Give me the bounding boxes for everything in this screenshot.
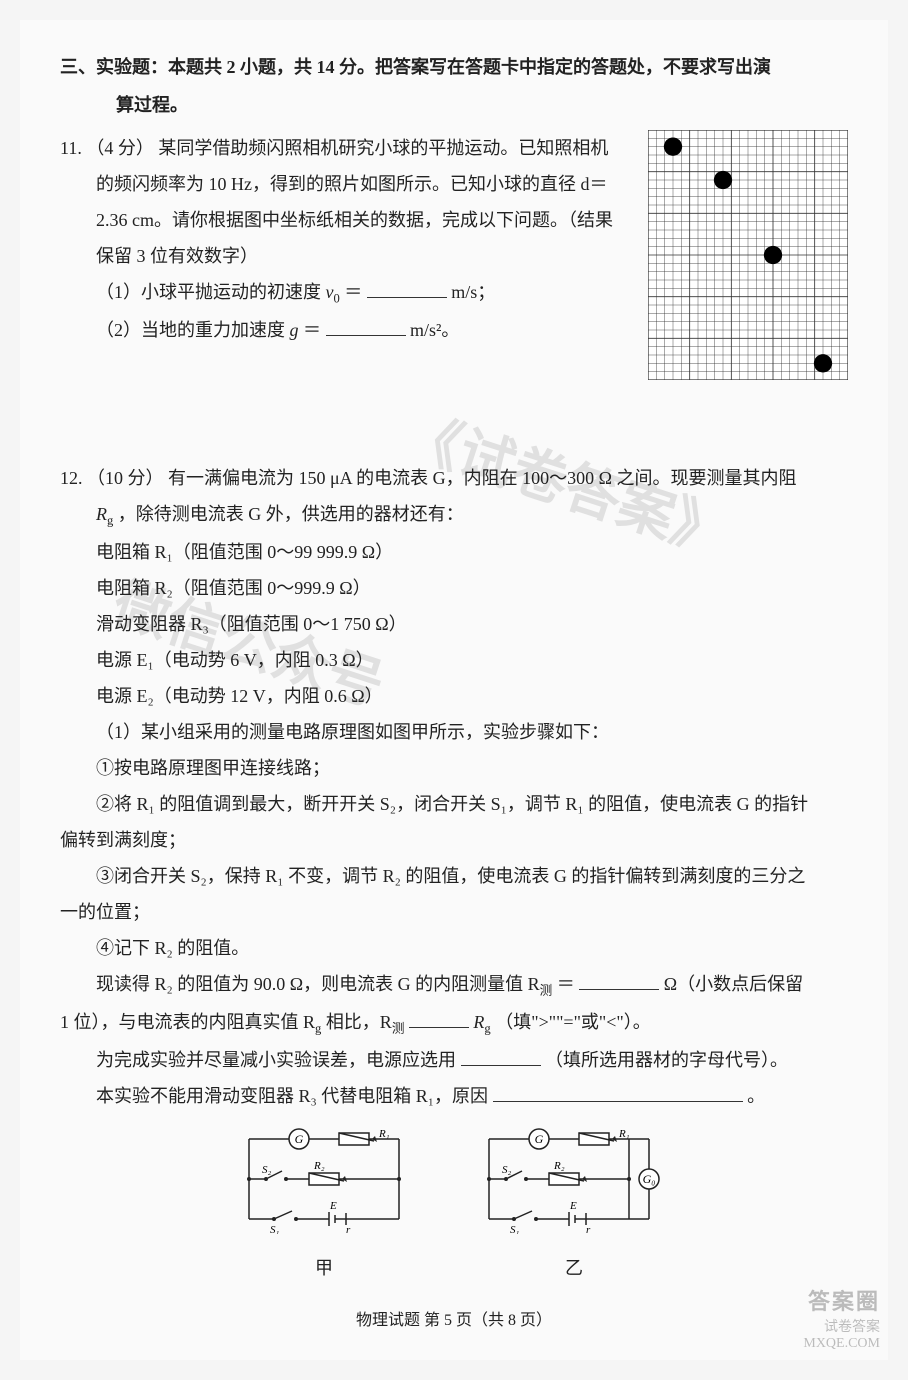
question-11: 11. （4 分） 某同学借助频闪照相机研究小球的平抛运动。已知照相机 的频闪频… xyxy=(60,130,848,380)
q12-r-eq: ＝ xyxy=(557,974,575,994)
corner-watermark: 答案圈 试卷答案 MXQE.COM xyxy=(803,1284,880,1352)
q12-step2b: 偏转到满刻度； xyxy=(60,822,848,858)
q12-item-e1: 电源 E₁（电动势 6 V，内阻 0.3 Ω） xyxy=(60,642,848,678)
svg-text:S₁: S₁ xyxy=(510,1224,520,1234)
circuit-figures: G R₁ S₁ Er S₂ R₂ 甲 G R₁ S₁ Er S₂ R₂ G₀ 乙 xyxy=(60,1124,848,1286)
svg-text:r: r xyxy=(346,1224,351,1234)
q12-item-r3: 滑动变阻器 R₃（阻值范围 0～1 750 Ω） xyxy=(60,606,848,642)
q12-r-line-b2: （填">""="或"<"）。 xyxy=(495,1012,651,1032)
q11-p1-blank[interactable] xyxy=(367,279,447,299)
q11-number: 11. xyxy=(60,138,82,158)
q12-Rg-R: R xyxy=(96,504,107,524)
svg-text:S₂: S₂ xyxy=(262,1164,272,1176)
q12-e-line2: （填所选用器材的字母代号）。 xyxy=(545,1050,788,1070)
svg-text:R₁: R₁ xyxy=(378,1128,390,1140)
q12-item-e2: 电源 E₂（电动势 12 V，内阻 0.6 Ω） xyxy=(60,678,848,714)
svg-text:G: G xyxy=(535,1132,544,1146)
q11-p2-pre: （2）当地的重力加速度 xyxy=(60,320,285,340)
grid-svg xyxy=(648,130,848,380)
circuit-b-label: 乙 xyxy=(474,1250,674,1286)
q11-p1-var: v xyxy=(326,282,334,302)
q11-p2-unit: m/s²。 xyxy=(410,320,459,340)
q11-text: 11. （4 分） 某同学借助频闪照相机研究小球的平抛运动。已知照相机 的频闪频… xyxy=(60,130,634,380)
q11-line1: 某同学借助频闪照相机研究小球的平抛运动。已知照相机 xyxy=(158,138,608,158)
q11-p2-blank[interactable] xyxy=(326,316,406,336)
circuit-a-block: G R₁ S₁ Er S₂ R₂ 甲 xyxy=(234,1124,414,1286)
q12-step4: ④记下 R₂ 的阻值。 xyxy=(60,930,848,966)
question-12: 12. （10 分） 有一满偏电流为 150 μA 的电流表 G，内阻在 100… xyxy=(60,460,848,1285)
q11-grid-figure xyxy=(648,130,848,380)
q12-r-sub: 测 xyxy=(540,984,553,998)
q12-r-b2-pre: R xyxy=(473,1012,484,1032)
svg-text:S₂: S₂ xyxy=(502,1164,512,1176)
q12-intro-b: ，除待测电流表 G 外，供选用的器材还有： xyxy=(118,504,464,524)
q12-r-b1-mid: 相比，R xyxy=(326,1012,392,1032)
page-footer: 物理试题 第 5 页（共 8 页） xyxy=(60,1306,848,1330)
q12-r-line-b1: 1 位），与电流表的内阻真实值 R xyxy=(60,1012,315,1032)
q11-p1-sub: 0 xyxy=(334,292,340,306)
q12-r-b2-sub: g xyxy=(484,1022,490,1036)
q11-p2-eq: ＝ xyxy=(303,320,321,340)
q11-line4: 保留 3 位有效数字） xyxy=(60,246,258,266)
q11-p2-var: g xyxy=(290,320,299,340)
circuit-b-block: G R₁ S₁ Er S₂ R₂ G₀ 乙 xyxy=(474,1124,674,1286)
q12-marks: （10 分） xyxy=(87,468,164,488)
q11-marks: （4 分） xyxy=(86,138,154,158)
q12-step3b: 一的位置； xyxy=(60,894,848,930)
circuit-a-svg: G R₁ S₁ Er S₂ R₂ xyxy=(234,1124,414,1234)
svg-text:R₁: R₁ xyxy=(618,1128,630,1140)
corner-wm-small: 试卷答案 xyxy=(803,1316,880,1336)
section-heading-cont: 算过程。 xyxy=(60,88,848,122)
svg-text:G: G xyxy=(295,1132,304,1146)
q12-r-blank[interactable] xyxy=(579,970,659,990)
q12-number: 12. xyxy=(60,468,83,488)
q12-step2: ②将 R₁ 的阻值调到最大，断开开关 S₂，闭合开关 S₁，调节 R₁ 的阻值，… xyxy=(60,786,848,822)
section-heading: 三、实验题：本题共 2 小题，共 14 分。把答案写在答题卡中指定的答题处，不要… xyxy=(60,50,848,84)
q12-r-line-a: 现读得 R₂ 的阻值为 90.0 Ω，则电流表 G 的内阻测量值 R xyxy=(96,974,540,994)
q12-step1: ①按电路原理图甲连接线路； xyxy=(60,750,848,786)
q11-line3: 2.36 cm。请你根据图中坐标纸相关的数据，完成以下问题。（结果 xyxy=(60,210,613,230)
q11-p1-unit: m/s； xyxy=(451,282,495,302)
svg-text:S₁: S₁ xyxy=(270,1224,280,1234)
q12-cmp-blank[interactable] xyxy=(409,1008,469,1028)
svg-text:R₂: R₂ xyxy=(553,1160,565,1172)
q12-Rg-sub: g xyxy=(107,514,113,528)
q12-item-r1: 电阻箱 R₁（阻值范围 0～99 999.9 Ω） xyxy=(60,534,848,570)
q11-p1-pre: （1）小球平抛运动的初速度 xyxy=(60,282,321,302)
q12-e-blank[interactable] xyxy=(461,1046,541,1066)
q12-r-b1-sub2: 测 xyxy=(392,1022,405,1036)
q12-why-line: 本实验不能用滑动变阻器 R₃ 代替电阻箱 R₁，原因 xyxy=(96,1086,488,1106)
svg-text:G₀: G₀ xyxy=(643,1172,656,1186)
svg-text:E: E xyxy=(329,1200,337,1212)
q12-s1: （1）某小组采用的测量电路原理图如图甲所示，实验步骤如下： xyxy=(60,714,848,750)
q11-p1-eq: ＝ xyxy=(344,282,362,302)
svg-text:R₂: R₂ xyxy=(313,1160,325,1172)
q12-intro-a: 有一满偏电流为 150 μA 的电流表 G，内阻在 100～300 Ω 之间。现… xyxy=(168,468,797,488)
q12-why-end: 。 xyxy=(747,1086,765,1106)
q12-e-line: 为完成实验并尽量减小实验误差，电源应选用 xyxy=(96,1050,456,1070)
q12-step3: ③闭合开关 S₂，保持 R₁ 不变，调节 R₂ 的阻值，使电流表 G 的指针偏转… xyxy=(60,858,848,894)
q12-r-unit: Ω（小数点后保留 xyxy=(664,974,803,994)
q12-why-blank[interactable] xyxy=(493,1082,743,1102)
q12-r-b1-sub: g xyxy=(315,1022,321,1036)
q12-item-r2: 电阻箱 R₂（阻值范围 0～999.9 Ω） xyxy=(60,570,848,606)
corner-wm-big: 答案圈 xyxy=(803,1284,880,1316)
q11-line2: 的频闪频率为 10 Hz，得到的照片如图所示。已知小球的直径 d＝ xyxy=(60,174,608,194)
circuit-a-label: 甲 xyxy=(234,1250,414,1286)
circuit-b-svg: G R₁ S₁ Er S₂ R₂ G₀ xyxy=(474,1124,674,1234)
svg-text:E: E xyxy=(569,1200,577,1212)
svg-text:r: r xyxy=(586,1224,591,1234)
corner-wm-url: MXQE.COM xyxy=(803,1336,880,1352)
